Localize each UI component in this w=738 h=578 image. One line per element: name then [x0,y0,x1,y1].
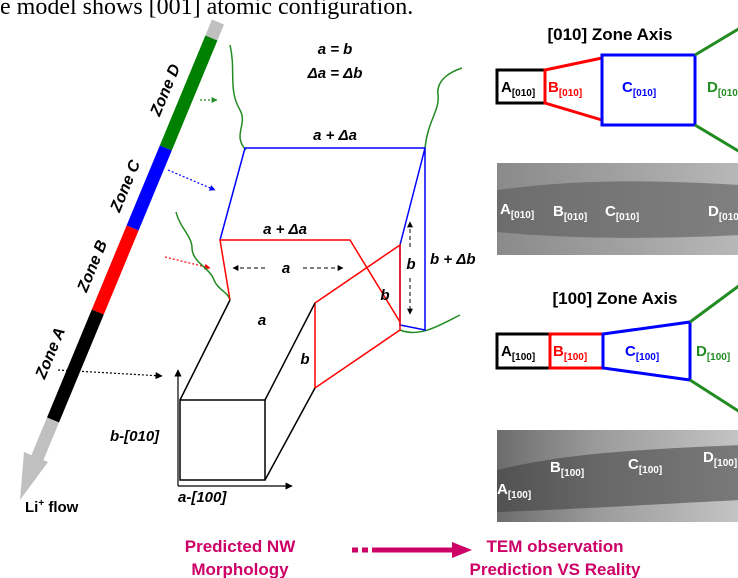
model-label: b [380,287,389,304]
zone-id-main: C [628,456,639,473]
zone-id-main: D [703,449,714,466]
zone-id-main: D [707,79,718,96]
model-label: a [258,312,266,329]
zone-id: B[010] [548,79,582,99]
flow-label: Li+ flow [25,498,79,516]
zone-id-sub: [100] [561,468,584,479]
zone-id-sub: [100] [636,352,659,363]
zone-id-sub: [010] [511,210,534,221]
model-label: a + Δa [313,127,357,144]
zone-id-main: C [605,203,616,220]
axis-label: b-[010] [110,428,160,445]
panel-title: [010] Zone Axis [547,25,672,44]
zone-label: Zone A [32,325,69,382]
zone-id-main: D [696,343,707,360]
zone-id-main: B [553,343,564,360]
zone-id-sub: [010] [633,88,656,99]
flow-text: Li [25,499,38,516]
footer-left: Morphology [191,560,289,578]
axis-label: a-[100] [178,489,227,506]
zone-id-main: A [501,343,512,360]
panel-title: [100] Zone Axis [552,289,677,308]
zone-id: D[100] [696,343,730,363]
caption-fragment: e model shows [001] atomic configuration… [0,0,413,20]
model-label: a + Δa [263,221,307,238]
zone-id-main: D [708,203,719,220]
zone-id-sub: [100] [508,490,531,501]
zone-id-main: C [625,343,636,360]
zone-id-sub: [100] [564,352,587,363]
zone-id-sub: [100] [714,458,737,469]
zone-id: C[100] [625,343,659,363]
footer-right: TEM observation [487,537,624,556]
nanowire-model [176,45,462,486]
zone-id: A[010] [501,79,535,99]
zone-id: D[010] [707,79,738,99]
figure: e model shows [001] atomic configuration… [0,0,738,578]
model-label: b + Δb [430,251,476,268]
zone-id-main: A [501,79,512,96]
model-label: a [282,260,290,277]
flow-tail: flow [44,499,78,516]
zone-id-sub: [010] [512,88,535,99]
zone-id-main: C [622,79,633,96]
footer-left: Predicted NW [185,537,296,556]
zone-id-main: B [553,203,564,220]
zone-id-sub: [010] [718,88,738,99]
model-label: a = b [318,41,353,58]
zone-id-main: A [500,201,511,218]
zone-id-sub: [010] [564,212,587,223]
zone-id-main: B [548,79,559,96]
zone-id-sub: [010] [559,88,582,99]
zone-id-sub: [100] [512,352,535,363]
zone-id: C[010] [622,79,656,99]
zone-id: A[100] [501,343,535,363]
model-label: b [300,351,309,368]
body: { "caption_fragment": "e model shows [00… [0,0,738,578]
zone-id-sub: [100] [707,352,730,363]
zone-id-sub: [010] [616,212,639,223]
model-label: b [406,256,415,273]
zone-id-sub: [010] [719,212,738,223]
model-label: Δa = Δb [307,65,363,82]
footer-right: Prediction VS Reality [470,560,642,578]
footer-arrow [352,542,472,558]
zone-id-main: B [550,459,561,476]
zone-id-main: A [497,481,508,498]
zone-id-sub: [100] [639,465,662,476]
page: NW morphology figure html, body { margin… [0,0,738,578]
zone-id: B[100] [553,343,587,363]
